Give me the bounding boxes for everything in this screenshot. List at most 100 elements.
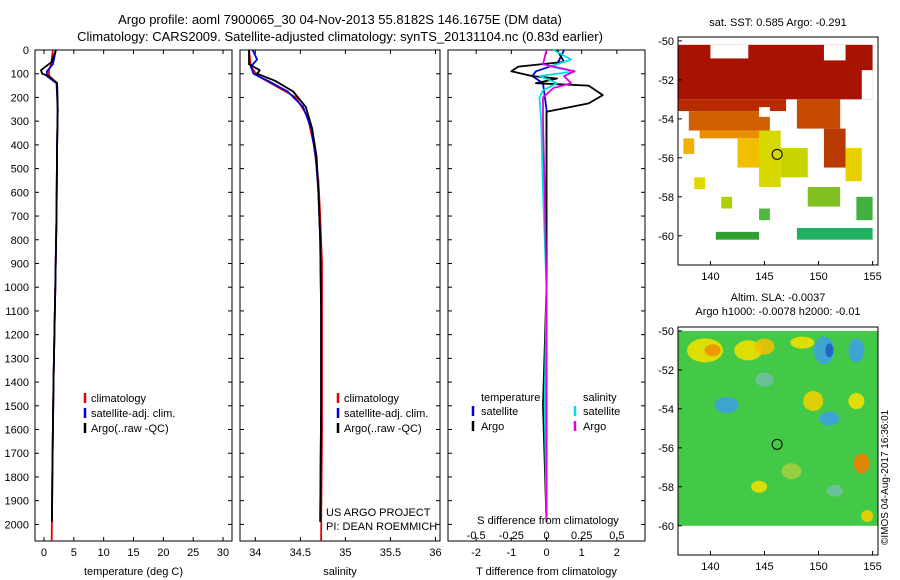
map-x-tick-label: 150 (809, 561, 827, 573)
sst-gap (759, 107, 770, 117)
sla-eddy (754, 338, 775, 355)
legend-label: climatology (344, 393, 400, 405)
sla-map-title: Altim. SLA: -0.0037 (730, 292, 826, 304)
depth-tick-label: 1500 (5, 401, 29, 413)
depth-tick-label: 1300 (5, 353, 29, 365)
map-y-tick-label: -54 (658, 114, 674, 126)
depth-tick-label: 200 (11, 92, 29, 104)
depth-tick-label: 1400 (5, 377, 29, 389)
legend-label: Argo(..raw -QC) (344, 423, 422, 435)
sst-cell (694, 177, 706, 189)
sst-cell (856, 196, 873, 221)
sla-eddy (848, 338, 865, 363)
depth-tick-label: 1900 (5, 496, 29, 508)
map-y-tick-label: -60 (658, 231, 674, 243)
legend-heading-salinity: salinity (583, 392, 617, 404)
map-y-tick-label: -56 (658, 153, 674, 165)
series-line-argo-raw-qc- (248, 50, 323, 523)
sla-eddy (861, 510, 874, 523)
depth-tick-label: 800 (11, 235, 29, 247)
depth-tick-label: 900 (11, 258, 29, 270)
sst-cell (678, 99, 787, 112)
x-tick-label: 25 (187, 547, 199, 559)
x-tick-label: 5 (71, 547, 77, 559)
sla-eddy (853, 453, 870, 474)
sst-cell (845, 148, 862, 182)
map-y-tick-label: -58 (658, 482, 674, 494)
map-y-tick-label: -56 (658, 443, 674, 455)
imos-timestamp: ©IMOS 04-Aug-2017 16:36:01 (880, 409, 891, 545)
x-tick-label: 36 (429, 547, 441, 559)
sst-cell (759, 130, 781, 188)
sla-eddy (755, 372, 774, 387)
x-tick-label: -2 (471, 547, 481, 559)
legend-label: climatology (91, 393, 147, 405)
sst-cell (683, 138, 695, 154)
x-tick-label: 34 (249, 547, 261, 559)
map-x-tick-label: 145 (755, 561, 773, 573)
pi-annotation: PI: DEAN ROEMMICH (326, 521, 437, 533)
sla-field (678, 330, 878, 526)
sla-map-frame (677, 326, 879, 556)
x-tick-label: 0 (543, 547, 549, 559)
sst-cell (699, 130, 765, 139)
depth-tick-label: 500 (11, 164, 29, 176)
legend-label: Argo (583, 421, 606, 433)
legend-label: Argo(..raw -QC) (91, 423, 169, 435)
sla-eddy (803, 391, 824, 412)
sla-eddy (848, 393, 865, 410)
depth-tick-label: 0 (23, 45, 29, 57)
map-y-tick-label: -52 (658, 365, 674, 377)
float-location-marker (771, 438, 783, 450)
depth-tick-label: 1100 (5, 306, 29, 318)
sst-cell (823, 128, 846, 168)
figure-title-line2: Climatology: CARS2009. Satellite-adjuste… (77, 29, 603, 44)
map-y-tick-label: -60 (658, 521, 674, 533)
legend-label: Argo (481, 421, 504, 433)
depth-tick-label: 1700 (5, 448, 29, 460)
sla-eddy (704, 344, 721, 357)
legend-label: satellite (583, 406, 620, 418)
map-y-tick-label: -50 (658, 326, 674, 338)
x-axis-label-differences: T difference from climatology (476, 566, 617, 578)
series-line-temperature-argo (510, 49, 604, 523)
map-y-tick-label: -58 (658, 192, 674, 204)
x-tick-label: 1 (579, 547, 585, 559)
panel-frame-temperature (34, 49, 233, 542)
depth-tick-label: 1600 (5, 425, 29, 437)
figure-title-line1: Argo profile: aoml 7900065_30 04-Nov-201… (118, 12, 562, 27)
s-axis-label: S difference from climatology (477, 515, 619, 527)
x-tick-label: 15 (127, 547, 139, 559)
map-x-tick-label: 155 (863, 271, 881, 283)
depth-tick-label: 100 (11, 69, 29, 81)
sst-cell (807, 187, 841, 207)
sst-map-frame (677, 36, 879, 266)
sst-cell (759, 208, 770, 221)
series-line-salinity-argo (542, 49, 576, 522)
float-location-marker (771, 148, 783, 160)
x-tick-label: -1 (506, 547, 516, 559)
s-tick-label: 0.25 (571, 530, 592, 542)
sst-cell (796, 227, 873, 240)
x-axis-label-temperature: temperature (deg C) (84, 566, 183, 578)
series-line-argo-raw-qc- (40, 49, 59, 523)
sla-eddy (826, 484, 843, 497)
x-tick-label: 30 (217, 547, 229, 559)
x-axis-label-salinity: salinity (323, 566, 357, 578)
depth-tick-label: 1800 (5, 472, 29, 484)
s-tick-label: 0.5 (609, 530, 624, 542)
map-x-tick-label: 140 (701, 561, 719, 573)
s-tick-label: -0.25 (499, 530, 524, 542)
legend-label: satellite (481, 406, 518, 418)
project-annotation: US ARGO PROJECT (326, 507, 431, 519)
sla-eddy (813, 336, 834, 365)
sst-gap (861, 70, 873, 100)
map-x-tick-label: 145 (755, 271, 773, 283)
sst-cell (688, 111, 770, 131)
depth-tick-label: 600 (11, 187, 29, 199)
depth-tick-label: 1200 (5, 330, 29, 342)
sst-gap (823, 44, 846, 61)
x-tick-label: 34.5 (290, 547, 311, 559)
depth-tick-label: 700 (11, 211, 29, 223)
